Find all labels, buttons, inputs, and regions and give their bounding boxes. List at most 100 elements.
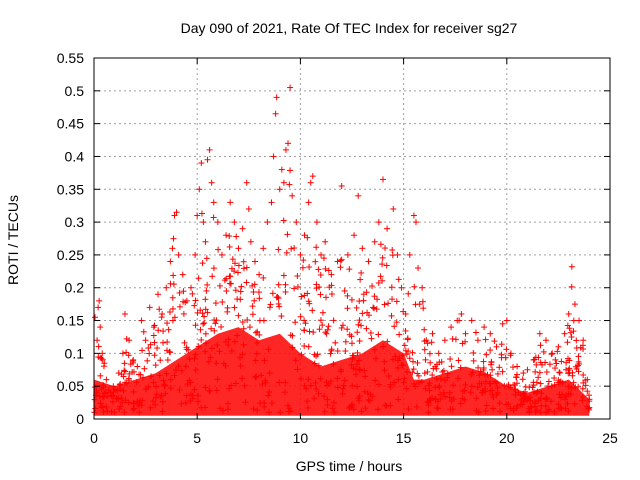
texture-point xyxy=(315,266,322,273)
data-point xyxy=(524,366,531,373)
texture-point xyxy=(199,260,206,267)
texture-point xyxy=(237,362,244,369)
texture-point xyxy=(121,409,128,416)
texture-point xyxy=(150,398,157,405)
texture-point xyxy=(226,243,233,250)
texture-point xyxy=(298,293,305,300)
texture-point xyxy=(262,377,269,384)
texture-point xyxy=(375,406,382,413)
data-point xyxy=(214,219,221,226)
data-point xyxy=(92,314,99,321)
texture-point xyxy=(384,338,391,345)
texture-point xyxy=(425,409,432,416)
texture-point xyxy=(440,389,447,396)
texture-point xyxy=(266,389,273,396)
y-tick-label: 0.3 xyxy=(65,214,85,230)
texture-point xyxy=(532,368,539,375)
texture-point xyxy=(317,271,324,278)
data-point xyxy=(167,258,174,265)
texture-point xyxy=(183,346,190,353)
data-point xyxy=(487,330,494,337)
texture-point xyxy=(519,401,526,408)
texture-point xyxy=(240,325,247,332)
texture-point xyxy=(180,310,187,317)
texture-point xyxy=(324,326,331,333)
texture-point xyxy=(92,405,99,412)
texture-point xyxy=(426,350,433,357)
x-axis-title: GPS time / hours xyxy=(296,458,403,474)
texture-point xyxy=(490,405,497,412)
texture-point xyxy=(507,384,514,391)
texture-point xyxy=(151,339,158,346)
data-point xyxy=(305,199,312,206)
texture-point xyxy=(152,362,159,369)
texture-point xyxy=(155,327,162,334)
texture-point xyxy=(387,402,394,409)
texture-point xyxy=(164,347,171,354)
texture-point xyxy=(553,360,560,367)
texture-point xyxy=(280,272,287,279)
texture-point xyxy=(490,394,497,401)
texture-point xyxy=(428,339,435,346)
texture-point xyxy=(446,394,453,401)
texture-point xyxy=(265,392,272,399)
texture-point xyxy=(568,283,575,290)
data-point xyxy=(196,186,203,193)
texture-point xyxy=(413,403,420,410)
texture-point xyxy=(564,322,571,329)
texture-point xyxy=(139,347,146,354)
x-tick-label: 20 xyxy=(499,430,515,446)
texture-point xyxy=(113,395,120,402)
data-point xyxy=(571,301,578,308)
texture-point xyxy=(344,305,351,312)
texture-point xyxy=(373,355,380,362)
texture-point xyxy=(191,302,198,309)
texture-point xyxy=(496,364,503,371)
texture-point xyxy=(362,405,369,412)
texture-point xyxy=(214,376,221,383)
texture-point xyxy=(489,366,496,373)
texture-point xyxy=(164,320,171,327)
texture-point xyxy=(145,345,152,352)
texture-point xyxy=(571,400,578,407)
x-tick-label: 15 xyxy=(396,430,412,446)
texture-point xyxy=(521,395,528,402)
texture-point xyxy=(429,372,436,379)
texture-point xyxy=(197,326,204,333)
data-point xyxy=(192,251,199,258)
texture-point xyxy=(110,383,117,390)
texture-point xyxy=(231,260,238,267)
texture-point xyxy=(202,306,209,313)
texture-point xyxy=(420,305,427,312)
texture-point xyxy=(212,300,219,307)
data-point xyxy=(99,350,106,357)
data-point xyxy=(293,219,300,226)
texture-point xyxy=(319,309,326,316)
texture-point xyxy=(192,322,199,329)
texture-point xyxy=(277,409,284,416)
texture-point xyxy=(121,360,128,367)
texture-point xyxy=(240,341,247,348)
texture-point xyxy=(570,379,577,386)
data-point xyxy=(206,146,213,153)
y-tick-label: 0.2 xyxy=(65,280,85,296)
texture-point xyxy=(447,356,454,363)
texture-point xyxy=(503,401,510,408)
texture-point xyxy=(422,385,429,392)
y-tick-label: 0.45 xyxy=(57,116,84,132)
data-point xyxy=(121,310,128,317)
texture-point xyxy=(204,309,211,316)
texture-point xyxy=(498,351,505,358)
texture-point xyxy=(364,309,371,316)
texture-point xyxy=(330,399,337,406)
texture-point xyxy=(383,262,390,269)
texture-point xyxy=(402,327,409,334)
texture-point xyxy=(301,317,308,324)
data-point xyxy=(394,251,401,258)
texture-point xyxy=(337,257,344,264)
texture-point xyxy=(421,326,428,333)
texture-point xyxy=(461,387,468,394)
texture-point xyxy=(579,394,586,401)
data-point xyxy=(103,376,110,383)
texture-point xyxy=(151,352,158,359)
